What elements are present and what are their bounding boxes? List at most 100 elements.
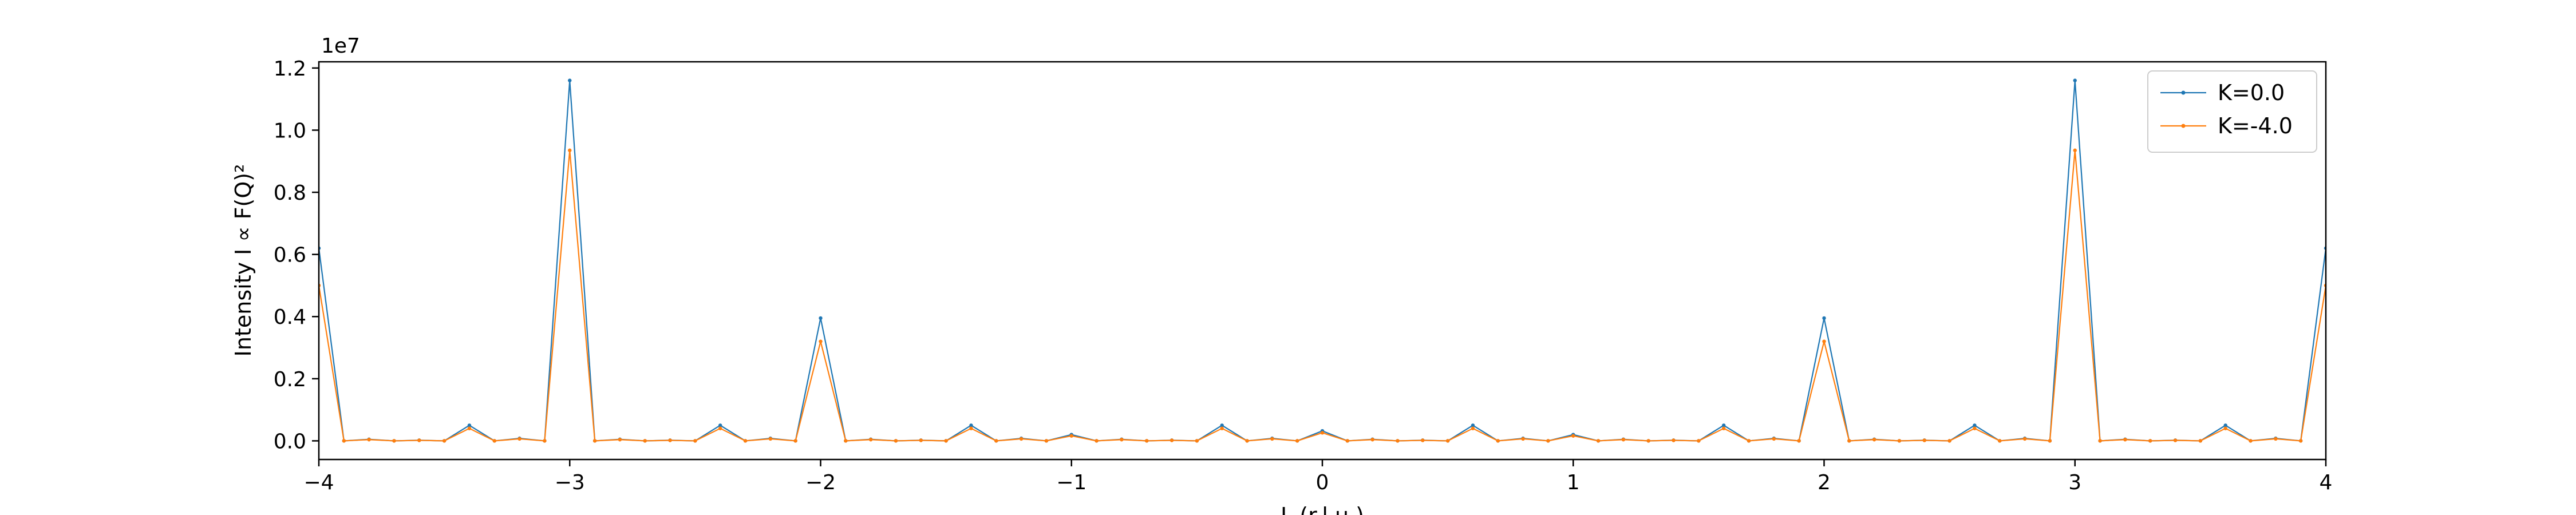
data-point bbox=[1847, 439, 1851, 443]
y-tick-label: 0.0 bbox=[274, 430, 306, 453]
data-point bbox=[2148, 439, 2152, 443]
x-tick-label: −3 bbox=[555, 471, 585, 494]
y-tick-label: 1.0 bbox=[274, 119, 306, 142]
data-point bbox=[1646, 439, 1650, 443]
data-point bbox=[543, 439, 547, 443]
data-point bbox=[793, 439, 797, 443]
data-point bbox=[1220, 423, 1224, 427]
data-point bbox=[1345, 439, 1350, 443]
data-point bbox=[1822, 339, 1826, 343]
data-point bbox=[1270, 437, 1274, 441]
data-point bbox=[2173, 438, 2178, 442]
data-point bbox=[2123, 438, 2127, 442]
data-point bbox=[1069, 434, 1073, 438]
data-point bbox=[1320, 431, 1325, 435]
x-tick-label: −1 bbox=[1056, 471, 1086, 494]
legend-box bbox=[2147, 70, 2317, 153]
legend-label: K=0.0 bbox=[2218, 80, 2285, 105]
plot-area bbox=[319, 78, 2326, 443]
data-point bbox=[1998, 439, 2002, 443]
data-point bbox=[2198, 439, 2203, 443]
data-point bbox=[1120, 438, 1124, 442]
x-tick-label: 4 bbox=[2320, 471, 2333, 494]
x-axis-label: L (r.l.u.) bbox=[1281, 503, 1364, 515]
data-point bbox=[392, 439, 396, 443]
y-tick-label: 0.4 bbox=[274, 306, 306, 329]
data-point bbox=[1095, 439, 1099, 443]
data-point bbox=[1872, 438, 1876, 442]
x-tick-label: 3 bbox=[2068, 471, 2081, 494]
data-point bbox=[1396, 439, 1400, 443]
data-point bbox=[2249, 439, 2253, 443]
x-tick-label: 2 bbox=[1818, 471, 1831, 494]
data-point bbox=[2098, 439, 2102, 443]
data-point bbox=[668, 438, 672, 442]
data-point bbox=[467, 426, 472, 430]
data-point bbox=[1897, 439, 1902, 443]
data-point bbox=[1245, 439, 1249, 443]
data-point bbox=[1521, 437, 1525, 441]
y-tick-label: 1.2 bbox=[274, 57, 306, 81]
data-point bbox=[592, 439, 597, 443]
data-point bbox=[994, 439, 998, 443]
data-point bbox=[693, 439, 697, 443]
data-point bbox=[743, 439, 748, 443]
data-point bbox=[1947, 439, 1951, 443]
data-point bbox=[643, 439, 647, 443]
data-point bbox=[1370, 438, 1374, 442]
data-point bbox=[1019, 437, 1024, 441]
x-tick-label: 0 bbox=[1316, 471, 1329, 494]
data-point bbox=[1973, 423, 1977, 427]
data-point bbox=[568, 148, 572, 152]
data-point bbox=[1445, 439, 1450, 443]
data-point bbox=[1145, 439, 1149, 443]
data-point bbox=[367, 438, 371, 442]
data-point bbox=[1295, 439, 1299, 443]
data-point bbox=[1471, 423, 1475, 427]
data-point bbox=[969, 423, 973, 427]
y-tick-label: 0.2 bbox=[274, 368, 306, 391]
data-point bbox=[1044, 439, 1049, 443]
legend-marker bbox=[2181, 124, 2186, 128]
data-point bbox=[568, 78, 572, 82]
x-tick-label: 1 bbox=[1567, 471, 1580, 494]
x-tick-label: −2 bbox=[805, 471, 836, 494]
series-2 bbox=[319, 148, 2326, 443]
x-tick-label: −4 bbox=[303, 471, 334, 494]
plot-layer bbox=[319, 78, 2326, 443]
data-point bbox=[894, 439, 898, 443]
data-point bbox=[1421, 438, 1425, 442]
data-point bbox=[768, 437, 773, 441]
data-point bbox=[1722, 426, 1726, 430]
data-point bbox=[618, 438, 622, 442]
data-point bbox=[1621, 438, 1626, 442]
data-point bbox=[1797, 439, 1801, 443]
y-axis-label: Intensity I ∝ F(Q)² bbox=[231, 164, 256, 357]
data-point bbox=[969, 426, 973, 430]
x-axis: −4 −3 −2 −1 0 1 2 3 4 bbox=[303, 459, 2332, 494]
data-point bbox=[1672, 438, 1676, 442]
y-scale-label: 1e7 bbox=[321, 34, 360, 58]
data-point bbox=[868, 438, 873, 442]
data-point bbox=[919, 438, 923, 442]
data-point bbox=[1170, 438, 1174, 442]
data-point bbox=[2223, 423, 2227, 427]
data-point bbox=[944, 439, 948, 443]
y-axis: 0.0 0.2 0.4 0.6 0.8 1.0 1.2 bbox=[274, 57, 319, 453]
data-point bbox=[1973, 426, 1977, 430]
data-point bbox=[1220, 426, 1224, 430]
data-point bbox=[718, 426, 722, 430]
data-point bbox=[492, 439, 496, 443]
legend-marker bbox=[2181, 90, 2186, 95]
data-point bbox=[2073, 148, 2077, 152]
data-point bbox=[819, 339, 823, 343]
y-tick-label: 0.8 bbox=[274, 181, 306, 205]
data-point bbox=[1747, 439, 1751, 443]
data-point bbox=[417, 438, 421, 442]
data-point bbox=[2073, 78, 2077, 82]
data-point bbox=[2298, 439, 2303, 443]
data-point bbox=[718, 423, 722, 427]
data-point bbox=[1697, 439, 1701, 443]
